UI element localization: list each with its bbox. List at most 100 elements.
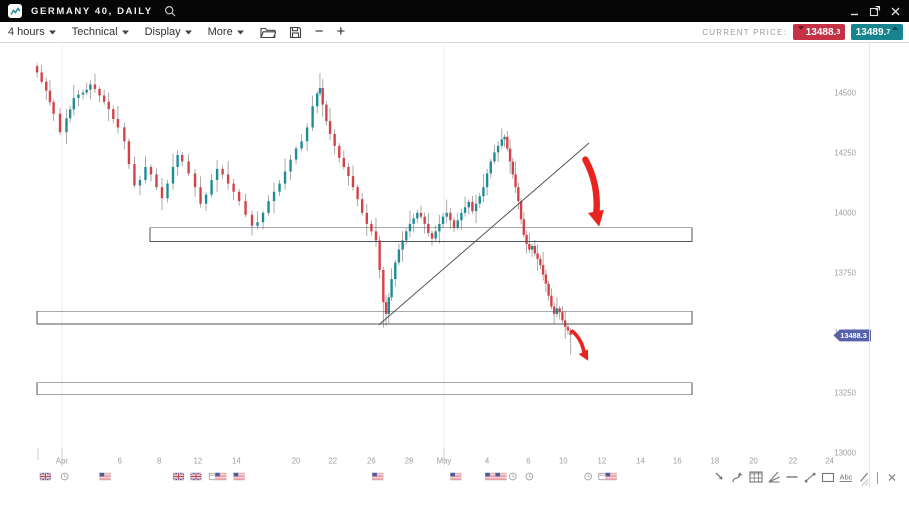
clock-event-icon[interactable] [584, 472, 592, 481]
fib-grid-tool[interactable] [748, 469, 763, 486]
candle [552, 306, 556, 314]
chart-canvas[interactable]: 1450014250140001375013500132501300013488… [0, 43, 909, 527]
curve-tool[interactable] [730, 469, 745, 486]
save-icon[interactable] [289, 26, 302, 39]
text-tool[interactable]: Abc [838, 469, 853, 486]
candle [387, 297, 391, 314]
us-flag-event-icon[interactable] [372, 472, 384, 481]
candle [102, 95, 106, 102]
rectangle-tool[interactable] [820, 469, 835, 486]
clock-event-icon[interactable] [525, 472, 534, 481]
display-dropdown[interactable]: Display [145, 26, 192, 38]
us-flag-event-icon[interactable] [99, 472, 111, 481]
more-dropdown[interactable]: More [208, 26, 244, 38]
uk-flag-event-icon[interactable] [172, 472, 185, 481]
x-axis-label: 4 [485, 457, 490, 466]
candle [180, 154, 184, 162]
us-flag-event-icon[interactable] [485, 472, 497, 481]
candle [300, 141, 303, 149]
x-axis-label: 14 [232, 457, 241, 466]
delete-tool[interactable] [884, 469, 899, 486]
open-folder-icon[interactable] [259, 26, 276, 39]
candle [250, 214, 254, 226]
candle [77, 94, 80, 99]
popout-icon[interactable] [869, 5, 881, 17]
zone-rectangle[interactable] [36, 382, 693, 396]
us-flag-event-icon[interactable] [605, 472, 617, 481]
x-axis-label: 6 [118, 457, 122, 466]
candle [489, 161, 492, 174]
candle [485, 173, 489, 188]
x-axis-label: 16 [673, 457, 682, 466]
candle [569, 330, 572, 336]
search-icon[interactable] [164, 5, 177, 18]
candle [116, 118, 120, 128]
candle [547, 283, 550, 296]
candle [471, 201, 474, 212]
candle [98, 88, 101, 96]
interval-dropdown[interactable]: 4 hours [8, 26, 56, 38]
candle [325, 104, 328, 122]
horizontal-line-tool[interactable] [784, 469, 799, 486]
zoom-in-button[interactable]: + [336, 23, 346, 40]
annotation-arrow-head[interactable] [588, 209, 604, 227]
candle [193, 173, 197, 188]
close-icon[interactable] [890, 6, 901, 17]
trend-line-tool[interactable] [802, 469, 817, 486]
toolbar-separator [877, 471, 878, 484]
fan-lines-tool[interactable] [766, 469, 781, 486]
candle [68, 109, 72, 119]
trend-line[interactable] [378, 142, 590, 326]
us-flag-event-icon[interactable] [450, 472, 462, 481]
candle [123, 127, 126, 142]
candle [456, 220, 459, 228]
candle [390, 279, 393, 298]
candle [58, 113, 62, 133]
candle [401, 240, 404, 250]
candle [365, 212, 368, 224]
annotation-arrow-shaft[interactable] [582, 156, 600, 217]
us-flag-event-icon[interactable] [215, 472, 227, 481]
uk-flag-event-icon[interactable] [39, 472, 52, 481]
candle [160, 187, 164, 199]
candle [374, 231, 378, 241]
us-flag-event-icon[interactable] [233, 472, 245, 481]
pointer-arrow-tool[interactable] [712, 469, 727, 486]
x-axis-label: 24 [825, 457, 834, 466]
candle [530, 245, 534, 250]
candle [289, 159, 292, 172]
candle [561, 312, 564, 321]
last-price-value: 13488.3 [840, 331, 867, 340]
x-axis-label: Apr [56, 457, 69, 466]
uk-flag-event-icon[interactable] [190, 472, 202, 481]
candle [65, 118, 68, 133]
clock-event-icon[interactable] [508, 472, 517, 481]
diagonal-line-tool[interactable] [856, 469, 871, 486]
annotation-arrow-head[interactable] [578, 349, 589, 361]
candle [294, 148, 298, 160]
buy-price-button[interactable]: 13489. 7 [851, 24, 903, 40]
candle [397, 249, 401, 263]
candle [449, 212, 452, 221]
candle [187, 161, 190, 174]
candle [382, 269, 385, 303]
zoom-out-button[interactable]: − [314, 23, 324, 40]
candle [321, 88, 324, 105]
candle [508, 148, 512, 162]
zone-rectangle[interactable] [36, 310, 693, 325]
minimize-icon[interactable] [849, 6, 860, 17]
resize-handle[interactable] [865, 482, 869, 486]
candle [278, 183, 281, 192]
annotation-arrow-shaft[interactable] [570, 329, 587, 356]
x-axis-label: 26 [367, 457, 376, 466]
technical-dropdown[interactable]: Technical [72, 26, 129, 38]
sell-price-button[interactable]: 13488. 3 [793, 24, 845, 40]
candle [500, 139, 503, 146]
clock-event-icon[interactable] [60, 472, 69, 481]
resize-handle[interactable] [861, 478, 869, 486]
us-flag-event-icon[interactable] [495, 472, 507, 481]
zone-rectangle[interactable] [149, 227, 693, 242]
candle [237, 191, 241, 202]
title-bar: GERMANY 40, DAILY [0, 0, 909, 22]
candle [176, 154, 179, 167]
